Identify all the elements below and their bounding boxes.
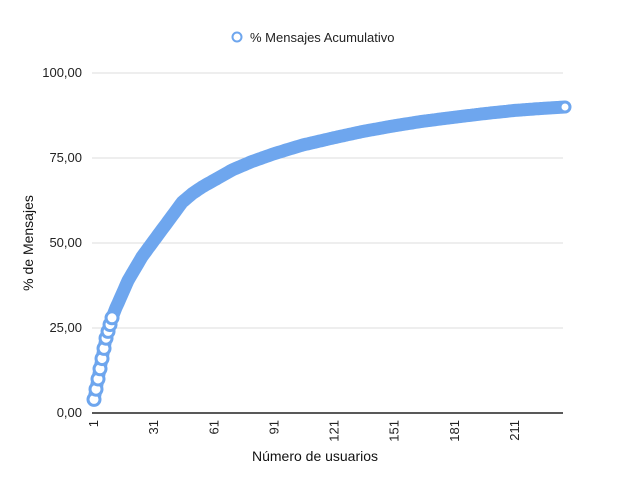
y-tick-label: 50,00 xyxy=(49,235,82,250)
y-tick-label: 100,00 xyxy=(42,65,82,80)
legend: % Mensajes Acumulativo xyxy=(231,30,395,45)
x-tick-label: 91 xyxy=(266,420,281,434)
legend-marker-icon xyxy=(231,31,243,43)
x-tick-label: 151 xyxy=(387,420,402,442)
series-cumulative-messages xyxy=(86,100,572,407)
y-axis-title: % de Mensajes xyxy=(20,195,36,291)
series-line xyxy=(87,100,572,406)
x-axis-title: Número de usuarios xyxy=(252,448,378,464)
data-point xyxy=(559,101,571,113)
y-tick-label: 75,00 xyxy=(49,150,82,165)
x-tick-label: 1 xyxy=(86,420,101,427)
data-point xyxy=(104,310,120,326)
x-tick-label: 31 xyxy=(146,420,161,434)
x-tick-label: 61 xyxy=(206,420,221,434)
y-tick-label: 0,00 xyxy=(57,405,82,420)
y-axis-ticks: 0,00 25,00 50,00 75,00 100,00 xyxy=(42,65,82,420)
y-tick-label: 25,00 xyxy=(49,320,82,335)
x-tick-label: 121 xyxy=(327,420,342,442)
grid xyxy=(92,72,563,329)
x-tick-label: 211 xyxy=(507,420,522,441)
legend-label: % Mensajes Acumulativo xyxy=(250,30,395,45)
x-axis-ticks: 1 31 61 91 121 151 181 211 xyxy=(86,420,522,442)
x-tick-label: 181 xyxy=(447,420,462,442)
